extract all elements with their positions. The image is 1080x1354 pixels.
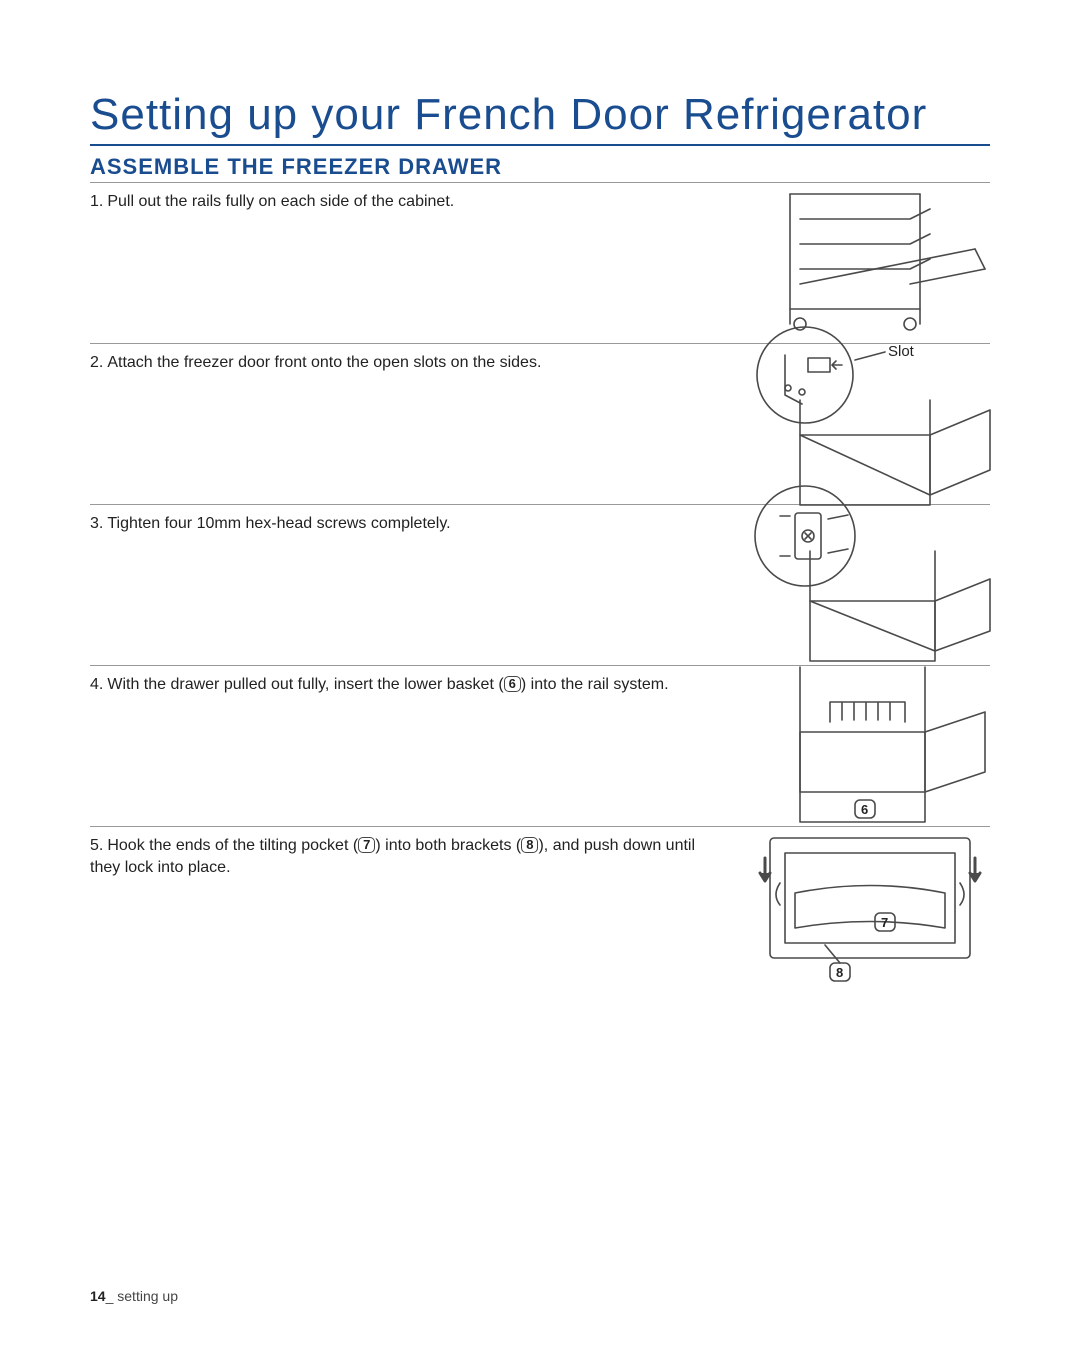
- step-row: 1.Pull out the rails fully on each side …: [90, 183, 990, 344]
- ref-badge: 7: [358, 837, 375, 853]
- step-text: 2.Attach the freezer door front onto the…: [90, 350, 730, 374]
- hook-tilting-pocket-icon: 7 8: [730, 823, 990, 993]
- step-row: 4.With the drawer pulled out fully, inse…: [90, 666, 990, 827]
- step-number: 5.: [90, 837, 103, 854]
- step-text: 1.Pull out the rails fully on each side …: [90, 189, 730, 213]
- step-text: 4.With the drawer pulled out fully, inse…: [90, 672, 730, 696]
- step-body-pre: With the drawer pulled out fully, insert…: [107, 676, 503, 693]
- step-number: 1.: [90, 193, 103, 210]
- rails-pulled-icon: [730, 189, 990, 339]
- step-number: 3.: [90, 515, 103, 532]
- callout-label: Slot: [888, 343, 915, 360]
- step-body: Tighten four 10mm hex-head screws comple…: [107, 515, 450, 532]
- ref-badge: 7: [881, 915, 888, 930]
- step-illustration: [730, 511, 990, 661]
- step-number: 4.: [90, 676, 103, 693]
- step-row: 3.Tighten four 10mm hex-head screws comp…: [90, 505, 990, 666]
- step-text: 5.Hook the ends of the tilting pocket (7…: [90, 833, 730, 878]
- step-body: Pull out the rails fully on each side of…: [107, 193, 454, 210]
- step-body: Attach the freezer door front onto the o…: [107, 354, 541, 371]
- step-text: 3.Tighten four 10mm hex-head screws comp…: [90, 511, 730, 535]
- step-illustration: Slot: [730, 350, 990, 500]
- ref-badge: 6: [504, 676, 521, 692]
- page-title: Setting up your French Door Refrigerator: [90, 90, 990, 146]
- step-illustration: 6: [730, 672, 990, 822]
- ref-badge: 6: [861, 802, 868, 817]
- step-illustration: [730, 189, 990, 339]
- footer-section-label: setting up: [117, 1288, 178, 1304]
- step-body-post: ) into the rail system.: [521, 676, 669, 693]
- ref-badge: 8: [521, 837, 538, 853]
- page-number: 14: [90, 1288, 106, 1304]
- attach-door-slot-icon: Slot: [730, 340, 990, 510]
- step-illustration: 7 8: [730, 833, 990, 983]
- footer-separator: _: [106, 1288, 114, 1304]
- insert-basket-icon: 6: [730, 662, 990, 832]
- step-body-pre: Hook the ends of the tilting pocket (: [107, 837, 358, 854]
- step-body-mid: ) into both brackets (: [375, 837, 521, 854]
- step-row: 5.Hook the ends of the tilting pocket (7…: [90, 827, 990, 987]
- section-heading: ASSEMBLE THE FREEZER DRAWER: [90, 154, 990, 183]
- manual-page: Setting up your French Door Refrigerator…: [0, 0, 1080, 1354]
- step-number: 2.: [90, 354, 103, 371]
- ref-badge: 8: [836, 965, 843, 980]
- tighten-screws-icon: [730, 501, 990, 671]
- step-row: 2.Attach the freezer door front onto the…: [90, 344, 990, 505]
- page-footer: 14_ setting up: [90, 1288, 178, 1304]
